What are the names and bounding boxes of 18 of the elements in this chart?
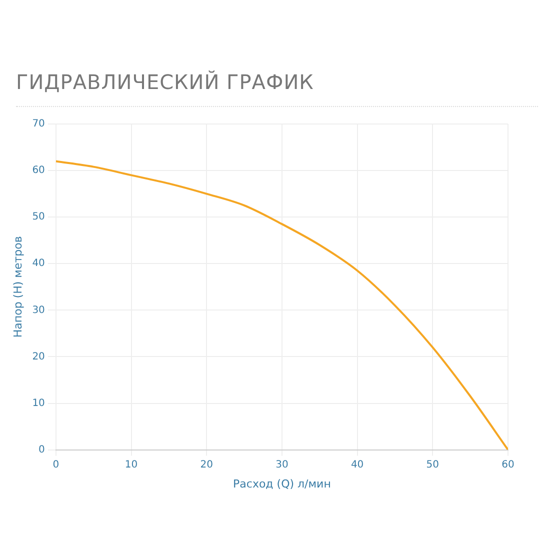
x-tick-label: 10 (124, 459, 138, 470)
y-tick-label: 70 (32, 118, 45, 130)
x-tick-label: 40 (350, 459, 364, 470)
chart-title: ГИДРАВЛИЧЕСКИЙ ГРАФИК (16, 70, 538, 107)
x-tick-label: 0 (52, 459, 60, 470)
x-tick-label: 50 (426, 459, 440, 470)
y-tick-label: 40 (32, 258, 45, 270)
x-tick-label: 60 (502, 459, 514, 470)
y-tick-label: 20 (32, 351, 45, 362)
y-axis-title: Напор (H) метров (11, 236, 24, 338)
x-axis-title: Расход (Q) л/мин (233, 477, 331, 490)
y-tick-label: 10 (32, 398, 45, 409)
y-tick-label: 30 (32, 304, 45, 316)
x-tick-label: 30 (276, 459, 288, 470)
y-tick-label: 60 (32, 165, 45, 176)
y-tick-label: 0 (38, 444, 45, 456)
x-tick-label: 20 (200, 459, 213, 470)
y-tick-label: 50 (32, 212, 45, 223)
